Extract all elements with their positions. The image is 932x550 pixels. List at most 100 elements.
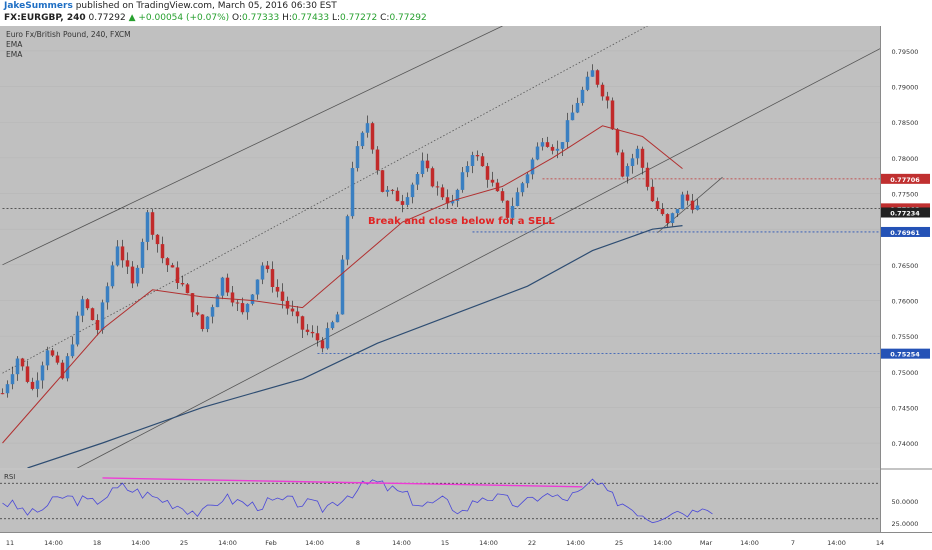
chart-svg[interactable]: 0.795000.790000.785000.780000.775000.770… — [0, 26, 932, 550]
ohlc-header: FX:EURGBP, 240 0.77292 ▲ +0.00054 (+0.07… — [4, 13, 427, 23]
candle-body — [335, 314, 340, 323]
candle-body — [620, 152, 625, 177]
candle-body — [360, 132, 365, 147]
sell-annotation[interactable]: Break and close below for a SELL — [368, 216, 555, 227]
price-tick-label: 0.76000 — [892, 297, 919, 305]
candle-body — [570, 112, 575, 121]
candle-body — [525, 174, 530, 184]
candle-body — [565, 120, 570, 143]
time-tick-label: 18 — [93, 539, 101, 547]
candle-body — [695, 205, 700, 210]
candle-body — [25, 366, 30, 382]
candle-body — [440, 187, 445, 198]
candle-body — [410, 184, 415, 198]
candle-body — [455, 189, 460, 201]
main-pane[interactable] — [0, 26, 880, 468]
time-tick-label: 8 — [356, 539, 360, 547]
candle-body — [470, 155, 475, 167]
candle-body — [150, 212, 155, 235]
time-axis[interactable]: 11 14:00 18 14:00 25 14:00 Feb 14:00 8 14:00 15 14:… — [6, 539, 884, 547]
candle-body — [55, 355, 60, 363]
symbol-label: FX:EURGBP, 240 — [4, 13, 86, 23]
candle-body — [300, 316, 305, 330]
candle-body — [375, 149, 380, 171]
candle-body — [255, 279, 260, 295]
time-tick-label: Feb — [265, 539, 277, 547]
candle-body — [40, 365, 45, 381]
price-tick-label: 0.74500 — [892, 404, 919, 412]
candle-body — [65, 356, 70, 379]
time-tick-label: 25 — [180, 539, 188, 547]
candle-body — [210, 307, 215, 317]
candle-body — [485, 166, 490, 180]
candle-body — [430, 168, 435, 187]
candle-body — [180, 283, 185, 285]
candle-body — [415, 174, 420, 185]
candle-body — [110, 265, 115, 287]
last-price: 0.77292 — [88, 13, 126, 23]
candle-body — [390, 189, 395, 191]
ema-layer — [2, 125, 683, 468]
candle-body — [560, 142, 565, 149]
price-axis[interactable]: 0.795000.790000.785000.780000.775000.770… — [881, 48, 930, 528]
candle-body — [650, 186, 655, 202]
candle-body — [630, 158, 635, 167]
candle-body — [240, 303, 245, 313]
candle-body — [615, 129, 620, 153]
candle-body — [0, 393, 5, 395]
author-name[interactable]: JakeSummers — [4, 1, 73, 11]
candle-body — [305, 329, 310, 332]
rsi-layer — [0, 477, 880, 524]
candle-body — [195, 312, 200, 315]
published-text: published on TradingView.com, March 05, … — [75, 1, 337, 11]
candle-body — [380, 170, 385, 192]
candle-body — [160, 244, 165, 259]
close-label: C: — [380, 13, 390, 23]
candle-body — [640, 148, 645, 168]
candle-body — [655, 201, 660, 210]
candle-body — [145, 212, 150, 242]
candle-body — [425, 160, 430, 169]
candle-body — [315, 333, 320, 341]
rsi-divergence-line — [102, 477, 583, 488]
time-tick-label: 14:00 — [218, 539, 237, 547]
legend-ema-2: EMA — [6, 50, 23, 59]
rsi-pane[interactable] — [0, 470, 880, 532]
candle-body — [175, 267, 180, 284]
candle-body — [20, 358, 25, 367]
candle-body — [400, 201, 405, 205]
candle-body — [155, 234, 160, 245]
candle-body — [310, 331, 315, 334]
candle-body — [600, 84, 605, 97]
candle-body — [350, 168, 355, 217]
grid — [0, 50, 880, 444]
open-value: 0.77333 — [242, 13, 280, 23]
candle-body — [690, 200, 695, 210]
price-tag-blue — [881, 226, 930, 237]
candle-body — [345, 216, 350, 260]
price-tag-label: 0.75254 — [890, 351, 920, 359]
price-tick-label: 0.79000 — [892, 84, 919, 92]
candle-body — [550, 146, 555, 151]
candle-body — [460, 172, 465, 190]
candle-body — [130, 266, 135, 284]
candle-body — [125, 260, 130, 267]
candle-body — [235, 302, 240, 304]
candle-body — [265, 265, 270, 270]
candle-body — [405, 197, 410, 205]
candle-body — [505, 200, 510, 218]
drawings-layer[interactable] — [2, 26, 883, 507]
candle-body — [140, 241, 145, 268]
time-tick-label: Mar — [700, 539, 713, 547]
candle-body — [535, 146, 540, 160]
candle-body — [590, 70, 595, 77]
candle-body — [35, 380, 40, 389]
low-value: 0.77272 — [340, 13, 378, 23]
candle-body — [330, 322, 335, 329]
rsi-tick-label: 25.0000 — [892, 520, 919, 528]
publish-info: JakeSummers published on TradingView.com… — [4, 1, 337, 11]
candle-body — [420, 160, 425, 175]
price-tick-label: 0.77500 — [892, 191, 919, 199]
price-tag-label: 0.77706 — [890, 176, 920, 184]
channel-line — [2, 26, 648, 374]
